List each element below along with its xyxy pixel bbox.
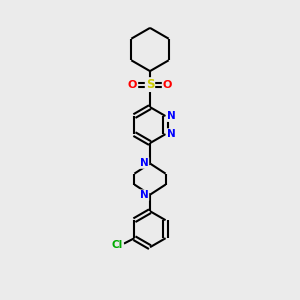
Text: N: N xyxy=(167,129,176,139)
Text: O: O xyxy=(128,80,137,90)
Text: N: N xyxy=(140,190,148,200)
Text: Cl: Cl xyxy=(112,240,123,250)
Text: S: S xyxy=(146,78,154,91)
Text: O: O xyxy=(163,80,172,90)
Text: N: N xyxy=(167,111,176,121)
Text: N: N xyxy=(140,158,148,168)
